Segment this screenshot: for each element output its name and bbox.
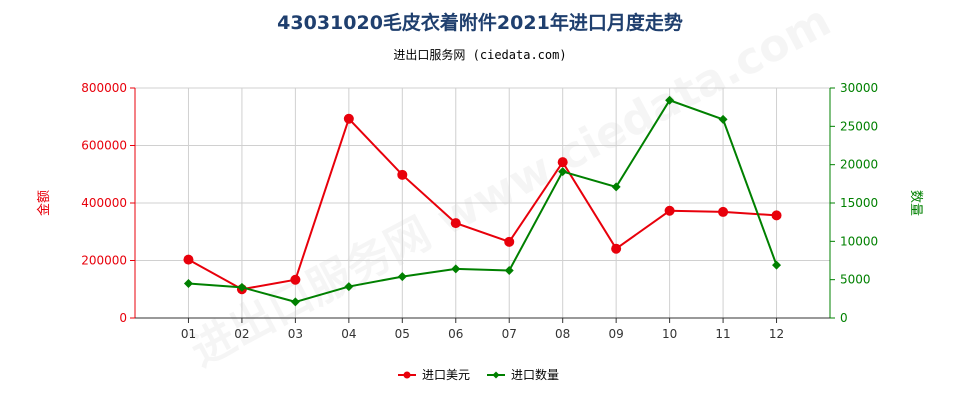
- right-axis-label: 数量: [908, 190, 923, 216]
- x-tick-label: 10: [662, 327, 677, 341]
- series-layer: [183, 95, 782, 307]
- data-point: [504, 265, 514, 275]
- x-tick-label: 11: [715, 327, 730, 341]
- left-axis-ticks: 0 200000 400000 600000 800000: [81, 81, 135, 325]
- x-tick-label: 04: [341, 327, 356, 341]
- data-point: [344, 282, 354, 292]
- x-tick-label: 03: [288, 327, 303, 341]
- data-point: [771, 210, 782, 221]
- chart-subtitle: 进出口服务网 (ciedata.com): [393, 48, 567, 62]
- legend: 进口美元 进口数量: [398, 367, 559, 382]
- x-tick-label: 02: [234, 327, 249, 341]
- data-point: [611, 182, 621, 192]
- right-tick-label: 5000: [840, 273, 871, 287]
- data-point: [290, 297, 300, 307]
- data-point: [183, 279, 193, 288]
- data-point: [665, 95, 675, 105]
- legend-label: 进口数量: [511, 367, 559, 382]
- data-point: [504, 236, 515, 247]
- data-point: [397, 169, 408, 180]
- series-line-0: [187, 116, 777, 291]
- data-point: [664, 205, 675, 216]
- right-tick-label: 15000: [840, 196, 878, 210]
- data-point: [558, 167, 568, 177]
- data-point: [611, 243, 622, 254]
- left-tick-label: 200000: [81, 254, 127, 268]
- left-axis-label: 金额: [36, 190, 52, 216]
- data-point: [237, 282, 247, 292]
- legend-marker: [403, 371, 411, 379]
- chart-title: 43031020毛皮衣着附件2021年进口月度走势: [277, 12, 683, 34]
- series-line-1: [188, 99, 778, 303]
- data-point: [290, 274, 301, 285]
- right-tick-label: 0: [840, 311, 848, 325]
- x-tick-label: 06: [448, 327, 463, 341]
- left-tick-label: 600000: [81, 139, 127, 153]
- left-tick-label: 800000: [81, 81, 127, 95]
- data-point: [450, 218, 461, 229]
- right-axis-ticks: 0 5000 10000 15000 20000 25000 30000: [830, 81, 878, 325]
- data-point: [557, 157, 568, 168]
- x-axis-ticks: 01 02 03 04 05 06 07 08 09 10 11 12: [181, 318, 784, 341]
- data-point: [343, 113, 354, 124]
- x-tick-label: 09: [609, 327, 624, 341]
- legend-label: 进口美元: [422, 368, 470, 382]
- right-tick-label: 30000: [840, 81, 878, 95]
- right-tick-label: 25000: [840, 119, 878, 133]
- grid-lines: [135, 87, 830, 319]
- data-point: [397, 272, 407, 282]
- data-point: [451, 264, 461, 274]
- x-tick-label: 08: [555, 327, 570, 341]
- left-tick-label: 0: [119, 311, 127, 325]
- legend-marker: [492, 371, 500, 379]
- data-point: [718, 206, 729, 217]
- x-tick-label: 12: [769, 327, 784, 341]
- right-tick-label: 20000: [840, 158, 878, 172]
- data-point: [183, 254, 194, 265]
- data-point: [772, 260, 782, 270]
- data-point: [718, 114, 728, 124]
- x-tick-label: 07: [502, 327, 517, 341]
- x-tick-label: 05: [395, 327, 410, 341]
- left-tick-label: 400000: [81, 196, 127, 210]
- right-tick-label: 10000: [840, 234, 878, 248]
- x-tick-label: 01: [181, 327, 196, 341]
